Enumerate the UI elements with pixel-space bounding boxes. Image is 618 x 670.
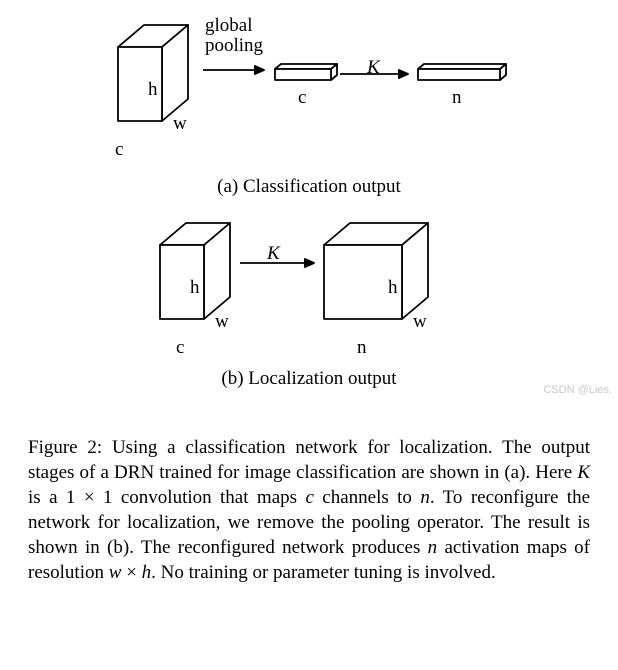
subcaption-b: (b) Localization output [0,368,618,390]
caption-t1: Using a classification network for local… [28,437,590,483]
label-global: global [205,16,253,35]
caption-n2: n [428,537,438,558]
caption-K: K [577,462,590,483]
caption-t7: . No training or parameter tuning is inv… [151,562,496,583]
watermark: CSDN @Lies. [543,384,612,396]
subcaption-a: (a) Classification output [0,176,618,198]
figure-caption: Figure 2: Using a classification network… [28,435,590,585]
caption-prefix: Figure 2: [28,437,112,458]
label-b-w1: w [215,312,229,331]
label-a-K: K [367,58,380,77]
caption-c: c [305,487,313,508]
caption-h: h [142,562,152,583]
label-pooling: pooling [205,36,263,55]
diagram-svg [0,0,618,400]
label-b-h2: h [388,278,398,297]
label-b-n: n [357,338,367,357]
figure: global pooling h w c c K n (a) Classific… [0,0,618,400]
caption-t4: channels to [314,487,420,508]
label-a-c-box: c [115,140,123,159]
label-b-K: K [267,244,280,263]
label-a-w: w [173,114,187,133]
caption-times: × [121,562,141,583]
label-b-c: c [176,338,184,357]
label-a-h: h [148,80,158,99]
caption-t3: convolution that maps [112,487,305,508]
label-b-w2: w [413,312,427,331]
caption-t2: is a [28,487,66,508]
label-a-c-slab: c [298,88,306,107]
caption-w: w [109,562,122,583]
caption-n1: n [420,487,430,508]
caption-1x1: 1 × 1 [66,487,113,508]
label-b-h1: h [190,278,200,297]
label-a-n: n [452,88,462,107]
